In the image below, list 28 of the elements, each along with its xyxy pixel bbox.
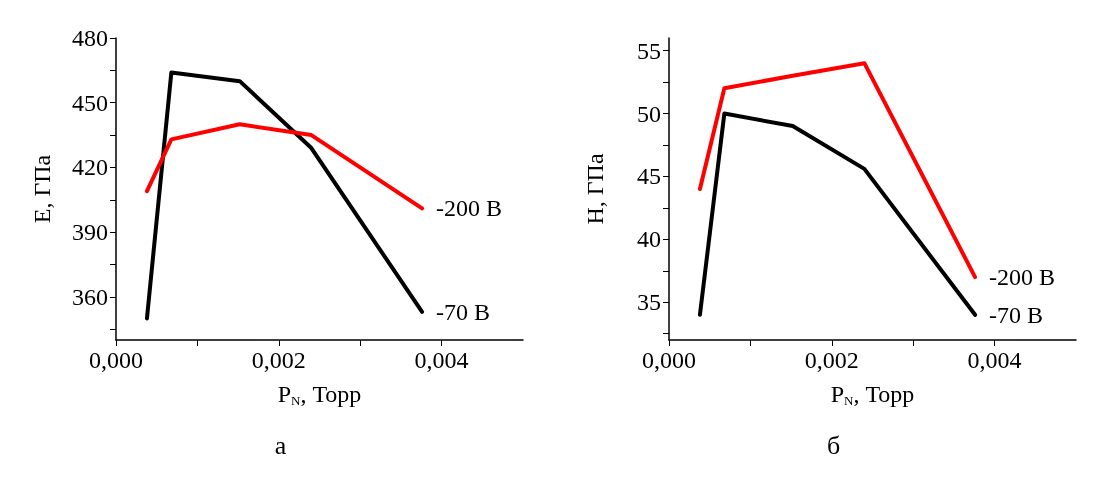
y-axis-title: E, ГПа [29,154,55,224]
y-axis-title: H, ГПа [582,153,608,225]
y-tick-label: 50 [637,100,661,127]
text: б [826,430,841,460]
x-tick-label: 0,004 [414,347,469,373]
x-tick-label: 0,000 [642,347,696,373]
x-tick-label: 0,002 [251,347,306,373]
line-series [144,122,425,211]
y-tick-label: 40 [637,226,661,253]
y-tick-label: 450 [72,89,108,116]
series-label: -200 В [989,264,1056,291]
y-tick-label: 480 [72,25,108,51]
x-tick-label: 0,000 [89,347,143,373]
text: а [274,430,287,460]
y-tick-label: 35 [637,289,661,316]
series-label: -70 В [989,301,1044,328]
series-label: -200 В [436,195,503,222]
y-tick-label: 360 [72,283,108,310]
y-tick-label: 55 [637,37,661,64]
x-tick-label: 0,002 [804,347,859,373]
line-series [697,61,978,280]
series-label: -70 В [436,298,491,325]
y-tick-label: 420 [72,154,108,181]
y-tick-label: 45 [637,163,661,190]
x-tick-label: 0,004 [967,347,1022,373]
y-tick-label: 390 [72,219,108,246]
line-series [144,70,425,321]
line-series [697,111,978,317]
